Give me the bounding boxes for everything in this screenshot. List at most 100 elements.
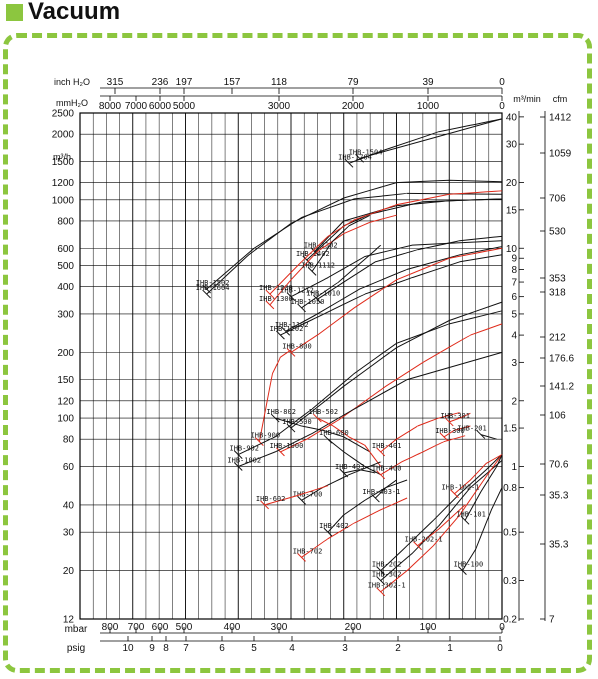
series-end-mark — [355, 153, 364, 163]
bottom-axis-mbar-label: 700 — [128, 622, 145, 633]
top-axis-mm-label: 2000 — [342, 101, 365, 112]
series-line — [380, 454, 503, 593]
series-label: IHB-700 — [293, 490, 323, 498]
series-line — [314, 198, 503, 252]
bottom-axis-mbar-label: 400 — [224, 622, 241, 633]
bottom-axis-psig-label: 5 — [251, 643, 257, 654]
series-label: IHB-302 — [372, 571, 402, 579]
cfm-axis-tick-label: 1412 — [549, 113, 572, 124]
right-axis-unit-label: m³/min — [513, 94, 541, 104]
series-line — [464, 454, 503, 521]
right-axis-tick-label: 1 — [511, 462, 517, 473]
cfm-axis-tick-label: 141.2 — [549, 382, 574, 393]
top-axis-mm-label: 5000 — [173, 101, 196, 112]
title-marker — [6, 4, 23, 21]
series-line — [327, 438, 381, 476]
series-end-mark — [233, 450, 243, 459]
series-end-mark — [265, 300, 275, 310]
left-tick-label: 1200 — [52, 178, 75, 189]
series-line — [258, 349, 292, 442]
left-tick-label: 600 — [57, 244, 74, 255]
series-end-mark — [297, 552, 306, 562]
right-axis-tick-label: 0.2 — [503, 615, 517, 626]
series-label: IHB-401 — [372, 442, 402, 450]
bottom-axis-mbar-label: 100 — [420, 622, 437, 633]
series-end-mark — [202, 284, 211, 294]
right-axis-tick-label: 15 — [506, 205, 518, 216]
series-end-mark — [376, 576, 386, 585]
series-line — [238, 310, 503, 456]
series-label: IHB-1212 — [280, 287, 314, 295]
right-axis-tick-label: 10 — [506, 244, 518, 255]
series-line — [380, 460, 503, 581]
top-axis-inch-unit: inch H₂O — [54, 77, 90, 87]
right-axis-tick-label: 9 — [511, 254, 517, 265]
series-end-mark — [281, 326, 291, 336]
series-line — [380, 454, 503, 571]
series-end-mark — [460, 515, 470, 525]
series-label: IHB-201 — [457, 425, 487, 433]
bottom-axis-mbar-label: 300 — [271, 622, 288, 633]
series-label: IHB-300 — [435, 427, 465, 435]
series-line — [206, 192, 503, 290]
left-tick-label: 400 — [57, 282, 74, 293]
bottom-axis-mbar-unit: mbar — [65, 624, 88, 635]
series-label: IHB-101 — [456, 510, 486, 518]
series-end-mark — [458, 566, 467, 575]
bottom-axis-psig-label: 0 — [497, 643, 503, 654]
cfm-axis-tick-label: 530 — [549, 227, 566, 238]
series-end-mark — [254, 437, 264, 446]
right-axis-tick-label: 5 — [511, 309, 517, 320]
series-label: IHB-602 — [256, 495, 286, 503]
right-axis-tick-label: 0.5 — [503, 528, 517, 539]
series-label: IHB-1604 — [196, 284, 230, 292]
series-line — [343, 469, 376, 474]
series-end-mark — [339, 468, 349, 478]
cfm-axis-tick-label: 7 — [549, 615, 555, 626]
series-line — [461, 487, 503, 571]
cfm-axis-tick-label: 706 — [549, 194, 566, 205]
series-end-mark — [260, 500, 269, 510]
series-line — [290, 247, 503, 353]
left-tick-label: 2000 — [52, 130, 75, 141]
page-title: Vacuum — [28, 0, 121, 25]
left-tick-label: 300 — [57, 309, 74, 320]
left-tick-label: 800 — [57, 216, 74, 227]
series-end-mark — [307, 267, 317, 276]
left-tick-label: 1500 — [52, 157, 75, 168]
top-axis-inch-label: 118 — [271, 77, 287, 88]
series-label: IHB-1300 — [259, 295, 293, 303]
left-tick-label: 30 — [63, 528, 75, 539]
series-label: IHB-202-1 — [405, 536, 443, 544]
series-end-mark — [286, 423, 296, 433]
left-axis-unit-label: m³/h — [53, 152, 71, 162]
series-end-mark — [297, 495, 306, 505]
series-label: IHB-802 — [266, 408, 296, 416]
top-axis-mm-label: 1000 — [417, 101, 440, 112]
left-tick-label: 150 — [57, 375, 74, 386]
page-header: Vacuum — [0, 0, 598, 26]
top-axis-mm-unit: mmH₂O — [56, 98, 88, 108]
series-line — [317, 235, 503, 300]
series-line — [380, 435, 466, 476]
top-axis-mm-label: 0 — [499, 101, 505, 112]
series-line — [417, 504, 466, 547]
series-end-mark — [313, 413, 322, 423]
series-line — [280, 323, 503, 453]
bottom-axis-mbar-label: 600 — [152, 622, 169, 633]
series-line — [317, 417, 382, 467]
bottom-axis-mbar-label: 0 — [499, 622, 505, 633]
left-tick-label: 2500 — [52, 109, 75, 120]
series-label: IHB-302-1 — [368, 582, 406, 590]
bottom-axis-psig-label: 4 — [289, 643, 295, 654]
series-label: IHB-102-1 — [442, 484, 480, 492]
left-tick-label: 12 — [63, 615, 75, 626]
series-end-mark — [371, 493, 380, 503]
bottom-axis-psig-label: 6 — [219, 643, 225, 654]
series-label: IHB-1504 — [349, 148, 383, 156]
series-end-mark — [439, 432, 449, 442]
series-line — [348, 118, 503, 164]
right-axis-tick-label: 2 — [511, 396, 517, 407]
right-axis-tick-label: 8 — [511, 265, 517, 276]
